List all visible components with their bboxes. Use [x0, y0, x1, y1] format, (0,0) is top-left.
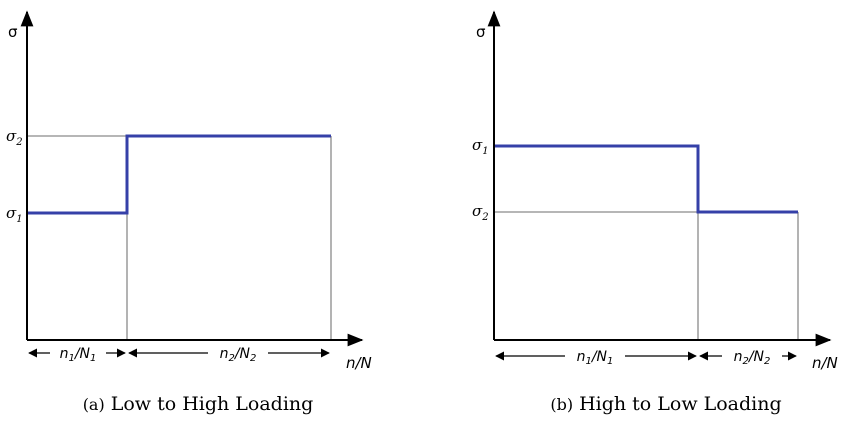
x-axis-label: n/N	[346, 354, 372, 372]
segment-1-label: n1/N1	[60, 346, 97, 364]
level-lower-label: σ1	[6, 204, 23, 225]
segment-1-label: n1/N1	[577, 349, 614, 367]
loading-path	[494, 144, 798, 214]
level-upper-label: σ2	[6, 127, 23, 148]
caption-a: (a) Low to High Loading	[83, 393, 314, 415]
segment-2-label: n2/N2	[734, 349, 771, 367]
y-axis-label: σ	[476, 23, 486, 41]
y-axis-label: σ	[8, 23, 18, 41]
segment-2-label: n2/N2	[220, 346, 257, 364]
caption-b: (b) High to Low Loading	[550, 393, 781, 415]
panel-b: σ n/N σ1 σ2 n1/N1 n2/N2 (b) High to Low L…	[472, 10, 838, 415]
level-upper-label: σ1	[472, 136, 489, 157]
panel-a: σ n/N σ2 σ1 n1/N1 n2/N2 (a) Low to High L…	[6, 10, 372, 415]
x-axis-label: n/N	[812, 354, 838, 372]
loading-path	[27, 134, 331, 215]
level-lower-label: σ2	[472, 202, 489, 223]
